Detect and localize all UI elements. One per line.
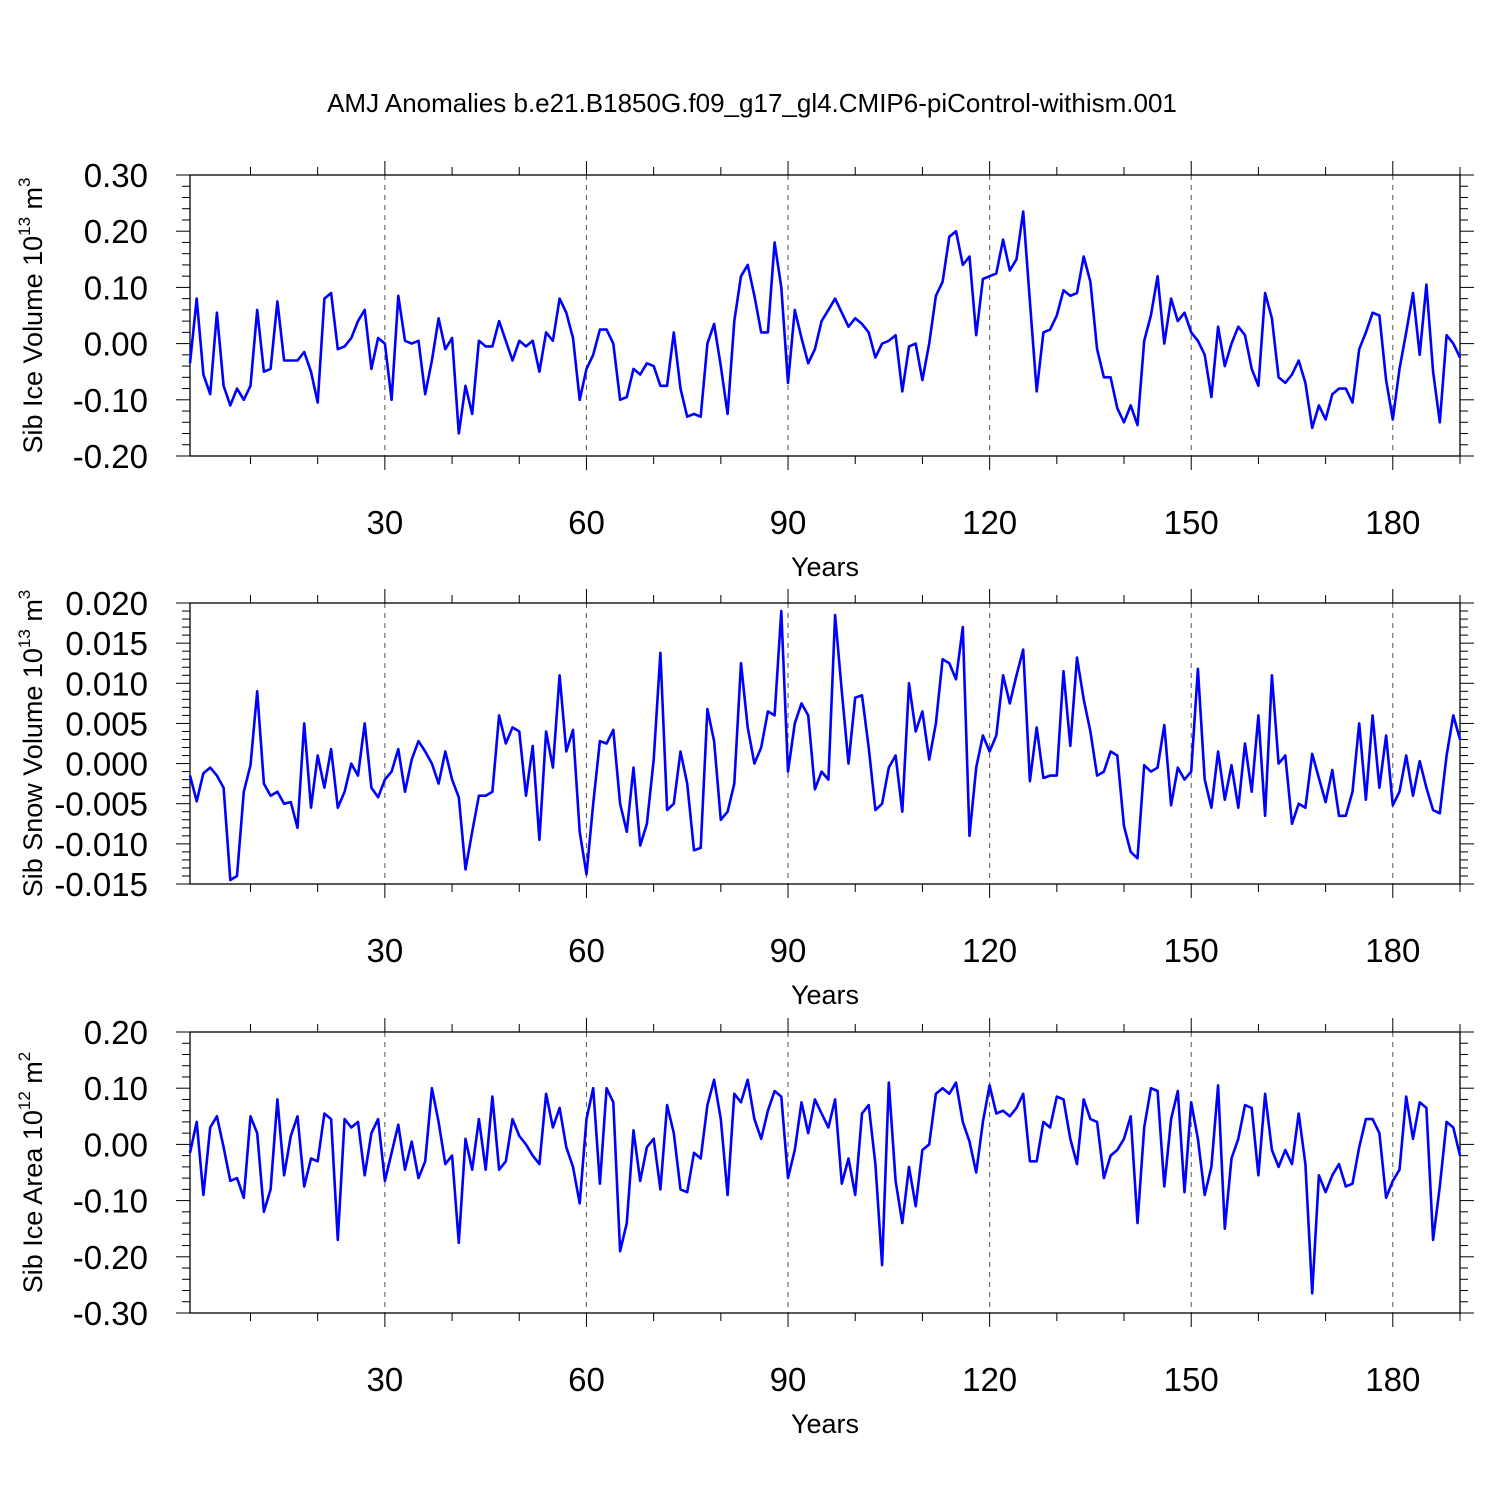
y-tick-label: 0.20 [84, 213, 148, 250]
y-tick-label: 0.20 [84, 1014, 148, 1051]
x-axis-label: Years [791, 552, 859, 582]
y-label-unit: m [18, 599, 48, 629]
x-tick-label: 120 [962, 1361, 1017, 1398]
plot-frame [189, 1031, 1461, 1314]
x-tick-label: 120 [962, 932, 1017, 969]
y-label-text: Sib Snow Volume 10 [18, 648, 48, 897]
x-tick-label: 90 [770, 504, 807, 541]
x-tick-label: 180 [1365, 504, 1420, 541]
x-tick-label: 60 [568, 932, 605, 969]
y-tick-label: 0.10 [84, 269, 148, 306]
y-tick-label: 0.010 [65, 665, 148, 702]
panel-3: 30 60 90 120 150 180 -0.30 -0.20 -0.10 0.00 0.10 0.… [15, 1014, 1474, 1439]
x-tick-label: 30 [367, 504, 404, 541]
y-tick-label: -0.015 [54, 866, 148, 903]
y-label-unit-exponent: 2 [15, 1052, 34, 1061]
x-tick-label: 150 [1164, 1361, 1219, 1398]
x-axis-label: Years [791, 1409, 859, 1439]
x-tick-label: 90 [770, 1361, 807, 1398]
x-tick-label: 180 [1365, 1361, 1420, 1398]
y-tick-label: 0.30 [84, 157, 148, 194]
figure-title: AMJ Anomalies b.e21.B1850G.f09_g17_gl4.C… [327, 88, 1177, 118]
x-tick-label: 30 [367, 932, 404, 969]
y-label-unit: m [18, 187, 48, 217]
y-label-exponent: 12 [15, 1091, 34, 1110]
x-tick-label: 30 [367, 1361, 404, 1398]
x-tick-label: 150 [1164, 932, 1219, 969]
y-tick-label: 0.10 [84, 1070, 148, 1107]
x-tick-label: 90 [770, 932, 807, 969]
y-axis-label: Sib Ice Area 1012 m2 [15, 1052, 48, 1294]
y-tick-label: 0.015 [65, 625, 148, 662]
series-line [188, 609, 1462, 882]
y-tick-label: -0.10 [73, 1183, 148, 1220]
y-label-unit: m [18, 1061, 48, 1091]
y-tick-label: 0.020 [65, 585, 148, 622]
y-tick-label: -0.005 [54, 786, 148, 823]
y-tick-label: 0.000 [65, 746, 148, 783]
y-label-exponent: 13 [15, 217, 34, 236]
y-axis-label: Sib Ice Volume 1013 m3 [15, 177, 48, 453]
series-line [188, 210, 1462, 435]
y-tick-label: 0.00 [84, 1126, 148, 1163]
y-tick-label: -0.010 [54, 826, 148, 863]
y-label-text: Sib Ice Area 10 [18, 1110, 48, 1293]
y-label-exponent: 13 [15, 629, 34, 648]
y-label-unit-exponent: 3 [15, 590, 34, 599]
plot-frame [189, 602, 1461, 885]
y-tick-label: 0.00 [84, 326, 148, 363]
y-tick-label: -0.30 [73, 1295, 148, 1332]
panel-1: 30 60 90 120 150 180 -0.20 -0.10 0.00 0.10 0.20 0.3… [15, 157, 1474, 582]
y-label-unit-exponent: 3 [15, 177, 34, 186]
y-tick-label: -0.10 [73, 382, 148, 419]
x-tick-label: 120 [962, 504, 1017, 541]
y-label-text: Sib Ice Volume 10 [18, 236, 48, 454]
x-tick-label: 60 [568, 504, 605, 541]
x-tick-label: 150 [1164, 504, 1219, 541]
y-tick-label: -0.20 [73, 1239, 148, 1276]
x-tick-label: 60 [568, 1361, 605, 1398]
series-line [188, 1078, 1462, 1295]
y-tick-label: 0.005 [65, 705, 148, 742]
y-axis-label: Sib Snow Volume 1013 m3 [15, 590, 48, 898]
x-tick-label: 180 [1365, 932, 1420, 969]
y-tick-label: -0.20 [73, 438, 148, 475]
plot-frame [189, 174, 1461, 457]
x-axis-label: Years [791, 980, 859, 1010]
